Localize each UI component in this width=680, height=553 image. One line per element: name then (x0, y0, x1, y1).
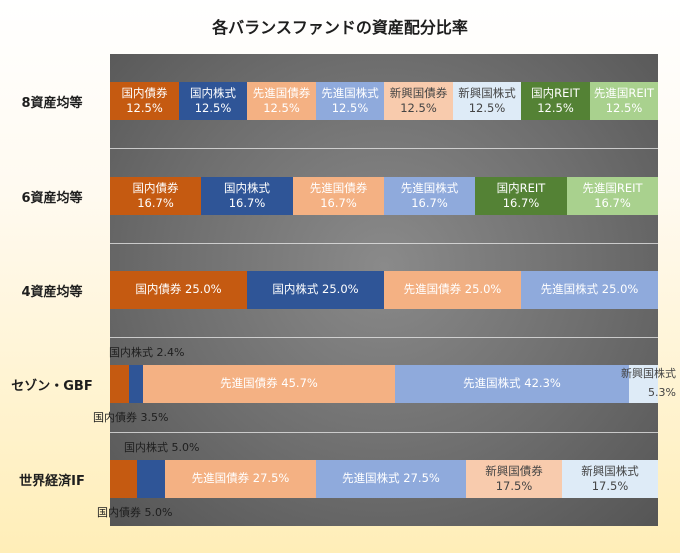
bar-segment: 新興国債券 12.5% (384, 82, 453, 120)
data-label: 12.5% (194, 101, 232, 115)
data-label: 国内株式 25.0% (272, 282, 359, 297)
bar-segment: 先進国債券 16.7% (293, 177, 384, 215)
gridline (110, 243, 658, 244)
bar-segment: 新興国株式 12.5% (453, 82, 521, 120)
data-label: 先進国債券 (309, 181, 368, 196)
bar-segment: 新興国株式 17.5% (562, 460, 658, 498)
chart-title: 各バランスファンドの資産配分比率 (212, 18, 468, 37)
bar-segment: 国内債券 16.7% (110, 177, 201, 215)
gridline (110, 148, 658, 149)
category-label: 6資産均等 (21, 191, 83, 206)
data-label: 16.7% (320, 196, 357, 210)
bar-segment: 国内債券 12.5% (110, 82, 179, 120)
data-label: 先進国債券 25.0% (403, 282, 502, 297)
category-label: 世界経済IF (19, 474, 85, 489)
bar-segment: 国内債券 25.0% (110, 271, 247, 309)
plot-area: 国内債券 12.5% 国内株式 12.5% 先進国債券 12.5% 先進国株式 12.5% 新興… (110, 54, 658, 526)
data-label: 国内REIT (496, 181, 546, 196)
bar-segment (629, 365, 658, 403)
data-label: 国内REIT (531, 86, 580, 101)
data-label: 新興国株式 (581, 464, 639, 479)
data-label: 国内債券 3.5% (93, 411, 169, 424)
data-label: 国内株式 (224, 181, 270, 196)
data-label: 12.5% (605, 101, 643, 115)
bar-segment: 新興国債券 17.5% (466, 460, 562, 498)
data-label: 16.7% (411, 196, 448, 210)
data-label: 16.7% (228, 196, 266, 210)
bar-segment (110, 460, 137, 498)
data-label: 12.5% (537, 101, 574, 115)
bar-segment: 先進国債券 25.0% (384, 271, 521, 309)
data-label: 国内株式 (190, 86, 236, 101)
data-label: 国内債券 25.0% (135, 282, 222, 297)
gridline (110, 432, 658, 433)
category-label: セゾン・GBF (11, 379, 93, 394)
data-label: 国内債券 (121, 86, 168, 101)
category-label: 8資産均等 (21, 96, 83, 111)
data-label: 国内株式 5.0% (124, 441, 200, 454)
data-label: 先進国債券 45.7% (220, 376, 318, 391)
bar-segment: 先進国株式 42.3% (395, 365, 629, 403)
data-label: 先進国REIT (582, 181, 643, 196)
bar-segment (129, 365, 143, 403)
data-label: 先進国株式 27.5% (342, 471, 440, 486)
bar-segment: 先進国株式 16.7% (384, 177, 475, 215)
data-label: 12.5% (468, 101, 506, 115)
category-label: 4資産均等 (21, 285, 83, 300)
data-label: 先進国債券 (252, 86, 311, 101)
bar-segment: 先進国株式 25.0% (521, 271, 658, 309)
data-label: 16.7% (594, 196, 631, 210)
data-label: 新興国債券 (485, 464, 543, 479)
data-label: 国内株式 2.4% (109, 346, 185, 359)
data-label: 16.7% (502, 196, 540, 210)
data-label: 先進国株式 (400, 181, 459, 196)
bar-segment (110, 365, 129, 403)
bar-segment: 国内REIT 12.5% (521, 82, 590, 120)
data-label: 先進国株式 42.3% (463, 376, 561, 391)
bar-segment: 国内REIT 16.7% (475, 177, 567, 215)
bar-segment: 先進国REIT 12.5% (590, 82, 658, 120)
gridline (110, 337, 658, 338)
data-label: 12.5% (331, 101, 369, 115)
data-label: 新興国債券 (389, 86, 448, 101)
bar-segment (137, 460, 165, 498)
data-label: 12.5% (263, 101, 300, 115)
data-label: 17.5% (495, 479, 533, 493)
data-label: 新興国株式 5.3% (621, 367, 676, 400)
data-label: 先進国REIT (593, 86, 655, 101)
data-label: 新興国株式 (458, 86, 516, 101)
bar-segment: 先進国株式 27.5% (316, 460, 466, 498)
data-label: 国内債券 5.0% (97, 506, 173, 519)
data-label: 12.5% (126, 101, 163, 115)
bar-segment: 国内株式 25.0% (247, 271, 384, 309)
data-label: 17.5% (591, 479, 629, 493)
bar-segment: 先進国債券 27.5% (165, 460, 316, 498)
bar-segment: 先進国債券 45.7% (143, 365, 395, 403)
bar-segment: 国内株式 12.5% (179, 82, 247, 120)
data-label: 16.7% (137, 196, 174, 210)
data-label: 国内債券 (132, 181, 179, 196)
bar-segment: 先進国債券 12.5% (247, 82, 316, 120)
bar-segment: 先進国REIT 16.7% (567, 177, 658, 215)
data-label: 先進国株式 25.0% (540, 282, 639, 297)
data-label: 12.5% (400, 101, 437, 115)
bar-segment: 国内株式 16.7% (201, 177, 293, 215)
data-label: 先進国株式 (321, 86, 379, 101)
bar-segment: 先進国株式 12.5% (316, 82, 384, 120)
data-label: 先進国債券 27.5% (191, 471, 290, 486)
